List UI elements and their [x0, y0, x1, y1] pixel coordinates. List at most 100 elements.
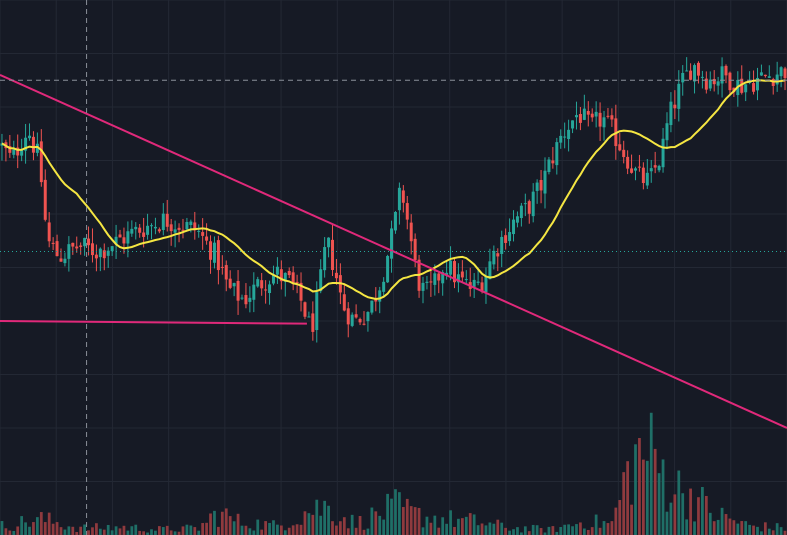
- candle-body: [728, 72, 732, 91]
- candle-body: [393, 212, 397, 231]
- volume-bar: [527, 531, 531, 535]
- volume-bar: [551, 526, 555, 535]
- volume-bar: [736, 523, 740, 535]
- candle-body: [185, 222, 189, 230]
- volume-bar: [87, 530, 90, 535]
- candle-body: [472, 279, 476, 287]
- candle-body: [523, 203, 527, 205]
- volume-bar: [20, 516, 24, 535]
- candle-body: [153, 226, 157, 229]
- volume-bar: [539, 528, 543, 535]
- candle-body: [720, 66, 724, 84]
- volume-bar: [708, 512, 712, 535]
- candle-body: [582, 108, 586, 120]
- candle-body: [669, 101, 673, 126]
- volume-bar: [4, 528, 8, 535]
- candle-body: [102, 250, 106, 259]
- volume-bar: [638, 438, 641, 535]
- volume-bar: [543, 532, 547, 535]
- candle-body: [661, 138, 665, 168]
- volume-bar: [732, 520, 736, 535]
- candle-body: [673, 104, 677, 109]
- volume-bar: [685, 519, 689, 535]
- volume-bar: [398, 492, 401, 535]
- volume-bar: [771, 530, 775, 535]
- candle-body: [110, 246, 114, 252]
- candle-body: [295, 281, 299, 283]
- volume-bar: [193, 527, 197, 535]
- volume-bar: [382, 519, 386, 535]
- candle-body: [630, 168, 634, 173]
- volume-bar: [500, 522, 504, 535]
- candle-body: [539, 179, 543, 191]
- volume-bar: [240, 525, 244, 535]
- candle-body: [476, 281, 480, 283]
- volume-bar: [232, 521, 236, 535]
- volume-bar: [32, 522, 35, 535]
- volume-bar: [75, 531, 79, 535]
- volume-bar: [508, 530, 511, 535]
- volume-bar: [319, 515, 323, 535]
- volume-bar: [47, 512, 51, 535]
- candle-body: [594, 111, 598, 117]
- candle-body: [122, 237, 126, 244]
- volume-bar: [480, 523, 484, 535]
- candle-body: [618, 144, 622, 151]
- candle-body: [665, 123, 669, 141]
- volume-bar: [775, 523, 779, 535]
- volume-bar: [744, 521, 748, 535]
- candle-body: [480, 282, 484, 292]
- volume-bar: [248, 528, 252, 535]
- volume-bar: [138, 530, 142, 535]
- candle-body: [527, 201, 531, 214]
- candle-body: [567, 129, 571, 140]
- candle-body: [535, 182, 539, 191]
- candle-body: [515, 216, 519, 223]
- candle-body: [681, 72, 685, 83]
- candle-body: [228, 278, 232, 288]
- candle-body: [421, 282, 425, 291]
- candle-body: [492, 250, 496, 265]
- volume-bar: [606, 523, 610, 535]
- volume-bar: [649, 412, 653, 535]
- volume-bar: [445, 523, 448, 535]
- volume-bar: [303, 511, 307, 535]
- candle-body: [189, 221, 193, 226]
- candle-body: [586, 111, 590, 115]
- volume-bar: [622, 472, 626, 535]
- volume-bar: [547, 526, 551, 535]
- volume-bar: [28, 526, 31, 535]
- candle-body: [425, 281, 429, 283]
- volume-bar: [95, 523, 98, 535]
- volume-bar: [488, 522, 492, 535]
- candle-body: [547, 159, 551, 173]
- volume-bar: [555, 531, 559, 535]
- candle-body: [452, 261, 456, 283]
- candle-body: [307, 316, 311, 318]
- volume-bar: [453, 526, 456, 535]
- trendline: [0, 320, 307, 325]
- volume-bar: [645, 460, 649, 535]
- candle-body: [606, 115, 610, 117]
- candle-body: [28, 135, 32, 139]
- candle-body: [193, 222, 197, 231]
- candle-body: [484, 275, 488, 293]
- candle-body: [205, 236, 209, 241]
- volume-bar: [256, 519, 260, 535]
- candle-body: [146, 225, 150, 235]
- trendlines[interactable]: [0, 73, 787, 429]
- candle-body: [759, 72, 763, 76]
- candle-body: [299, 282, 303, 301]
- volume-bar: [720, 507, 724, 535]
- candle-body: [283, 272, 287, 282]
- volume-bar: [748, 524, 751, 535]
- candle-body: [157, 229, 161, 232]
- candle-body: [378, 290, 382, 302]
- candle-body: [779, 67, 783, 77]
- volume-bar: [154, 530, 157, 535]
- volume-bar: [213, 510, 216, 535]
- candle-body: [106, 250, 110, 256]
- volume-bar: [24, 522, 27, 535]
